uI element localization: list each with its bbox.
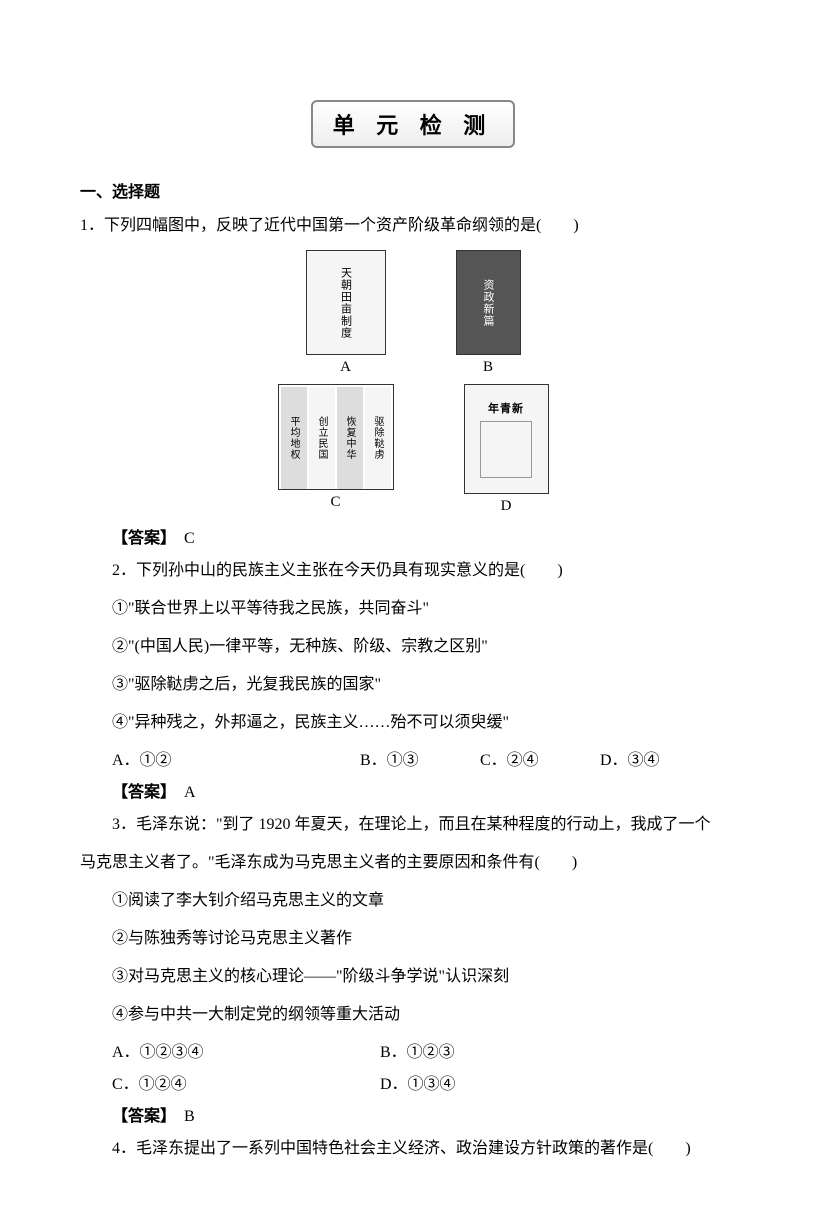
q2-line1: ①"联合世界上以平等待我之民族，共同奋斗": [80, 593, 746, 625]
q1-image-b-content: 资政新篇: [456, 250, 521, 355]
q1-image-d: 年青新 D: [464, 384, 549, 515]
q1-image-a-content: 天朝田亩制度: [306, 250, 386, 355]
q2-answer-value: A: [184, 784, 196, 801]
q3-line4: ④参与中共一大制定党的纲领等重大活动: [80, 999, 746, 1031]
q1-c-col4: 驱除鞑虏: [365, 387, 391, 489]
q3-line3: ③对马克思主义的核心理论——"阶级斗争学说"认识深刻: [80, 961, 746, 993]
q1-images-row1: 天朝田亩制度 A 资政新篇 B: [80, 250, 746, 376]
q1-c-col1: 平均地权: [281, 387, 307, 489]
unit-test-title: 单 元 检 测: [311, 100, 516, 148]
section-header: 一、选择题: [80, 178, 746, 202]
q3-opt-d: D．①③④: [380, 1069, 746, 1101]
q1-label-a: A: [306, 359, 386, 376]
q2-opt-d: D．③④: [600, 745, 720, 777]
q1-d-box: [480, 421, 532, 478]
q3-opt-a: A．①②③④: [80, 1037, 380, 1069]
q3-opt-c: C．①②④: [80, 1069, 380, 1101]
q3-answer-label: 【答案】: [112, 1108, 168, 1125]
q2-answer-label: 【答案】: [112, 784, 168, 801]
q1-label-b: B: [456, 359, 521, 376]
q1-label-d: D: [464, 498, 549, 515]
q2-line3: ③"驱除鞑虏之后，光复我民族的国家": [80, 669, 746, 701]
q3-line1: ①阅读了李大钊介绍马克思主义的文章: [80, 885, 746, 917]
q1-image-c-content: 平均地权 创立民国 恢复中华 驱除鞑虏: [278, 384, 394, 490]
q2-options: A．①② B．①③ C．②④ D．③④: [80, 745, 746, 777]
q2-answer: 【答案】 A: [80, 777, 746, 809]
q2-line2: ②"(中国人民)一律平等，无种族、阶级、宗教之区别": [80, 631, 746, 663]
q3-opt-b: B．①②③: [380, 1037, 746, 1069]
q1-image-a: 天朝田亩制度 A: [306, 250, 386, 376]
q1-images-row2: 平均地权 创立民国 恢复中华 驱除鞑虏 C 年青新 D: [80, 384, 746, 515]
page-content: 单 元 检 测 一、选择题 1．下列四幅图中，反映了近代中国第一个资产阶级革命纲…: [0, 0, 826, 1231]
q2-line4: ④"异种残之，外邦逼之，民族主义……殆不可以须臾缓": [80, 707, 746, 739]
q1-stem: 1．下列四幅图中，反映了近代中国第一个资产阶级革命纲领的是( ): [80, 210, 746, 242]
q1-answer-label: 【答案】: [112, 530, 168, 547]
q1-image-c: 平均地权 创立民国 恢复中华 驱除鞑虏 C: [278, 384, 394, 515]
q2-opt-c: C．②④: [480, 745, 600, 777]
q3-answer: 【答案】 B: [80, 1101, 746, 1133]
q2-stem: 2．下列孙中山的民族主义主张在今天仍具有现实意义的是( ): [80, 555, 746, 587]
q3-answer-value: B: [184, 1108, 195, 1125]
q3-line2: ②与陈独秀等讨论马克思主义著作: [80, 923, 746, 955]
q3-stem-p1: 3．毛泽东说："到了 1920 年夏天，在理论上，而且在某种程度的行动上，我成了…: [80, 809, 746, 841]
q1-label-c: C: [278, 494, 394, 511]
q1-image-b: 资政新篇 B: [456, 250, 521, 376]
q1-d-title: 年青新: [488, 400, 524, 416]
q1-answer-value: C: [184, 530, 195, 547]
q3-options-row1: A．①②③④ B．①②③: [80, 1037, 746, 1069]
q1-c-col2: 创立民国: [309, 387, 335, 489]
q1-image-d-content: 年青新: [464, 384, 549, 494]
q3-options-row2: C．①②④ D．①③④: [80, 1069, 746, 1101]
q2-opt-b: B．①③: [360, 745, 480, 777]
q2-opt-a: A．①②: [80, 745, 360, 777]
q4-stem: 4．毛泽东提出了一系列中国特色社会主义经济、政治建设方针政策的著作是( ): [80, 1133, 746, 1165]
q3-stem-p2: 马克思主义者了。"毛泽东成为马克思主义者的主要原因和条件有( ): [80, 847, 746, 879]
title-container: 单 元 检 测: [80, 100, 746, 148]
q1-answer: 【答案】 C: [80, 523, 746, 555]
q1-c-col3: 恢复中华: [337, 387, 363, 489]
